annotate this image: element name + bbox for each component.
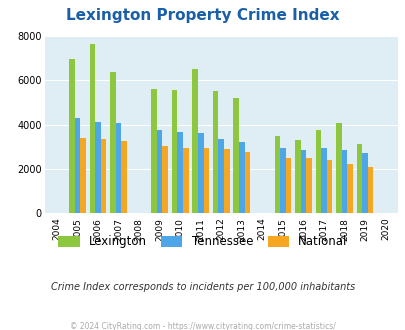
Text: Crime Index corresponds to incidents per 100,000 inhabitants: Crime Index corresponds to incidents per… (51, 282, 354, 292)
Bar (218, 139, 224, 213)
Bar (115, 123, 121, 213)
Bar (75, 118, 80, 213)
Bar (90, 44, 95, 213)
Bar (341, 150, 346, 213)
Bar (156, 130, 162, 213)
Bar (274, 136, 279, 213)
Bar (171, 90, 177, 213)
Bar (300, 150, 305, 213)
Bar (162, 146, 168, 213)
Bar (192, 69, 198, 213)
Bar (213, 91, 218, 213)
Bar (367, 167, 373, 213)
Text: © 2024 CityRating.com - https://www.cityrating.com/crime-statistics/: © 2024 CityRating.com - https://www.city… (70, 322, 335, 330)
Bar (244, 152, 249, 213)
Bar (346, 164, 352, 213)
Bar (80, 138, 85, 213)
Bar (279, 148, 285, 213)
Bar (239, 142, 244, 213)
Bar (100, 139, 106, 213)
Bar (356, 145, 361, 213)
Bar (177, 132, 183, 213)
Bar (110, 72, 115, 213)
Bar (233, 98, 239, 213)
Bar (198, 133, 203, 213)
Bar (326, 160, 331, 213)
Bar (203, 148, 209, 213)
Bar (361, 153, 367, 213)
Bar (224, 149, 229, 213)
Bar (294, 140, 300, 213)
Bar (320, 148, 326, 213)
Bar (95, 122, 100, 213)
Bar (315, 130, 320, 213)
Bar (285, 158, 290, 213)
Bar (305, 158, 311, 213)
Bar (69, 59, 75, 213)
Bar (151, 89, 156, 213)
Text: Lexington Property Crime Index: Lexington Property Crime Index (66, 8, 339, 23)
Bar (335, 123, 341, 213)
Bar (121, 141, 127, 213)
Bar (183, 148, 188, 213)
Legend: Lexington, Tennessee, National: Lexington, Tennessee, National (53, 231, 352, 253)
